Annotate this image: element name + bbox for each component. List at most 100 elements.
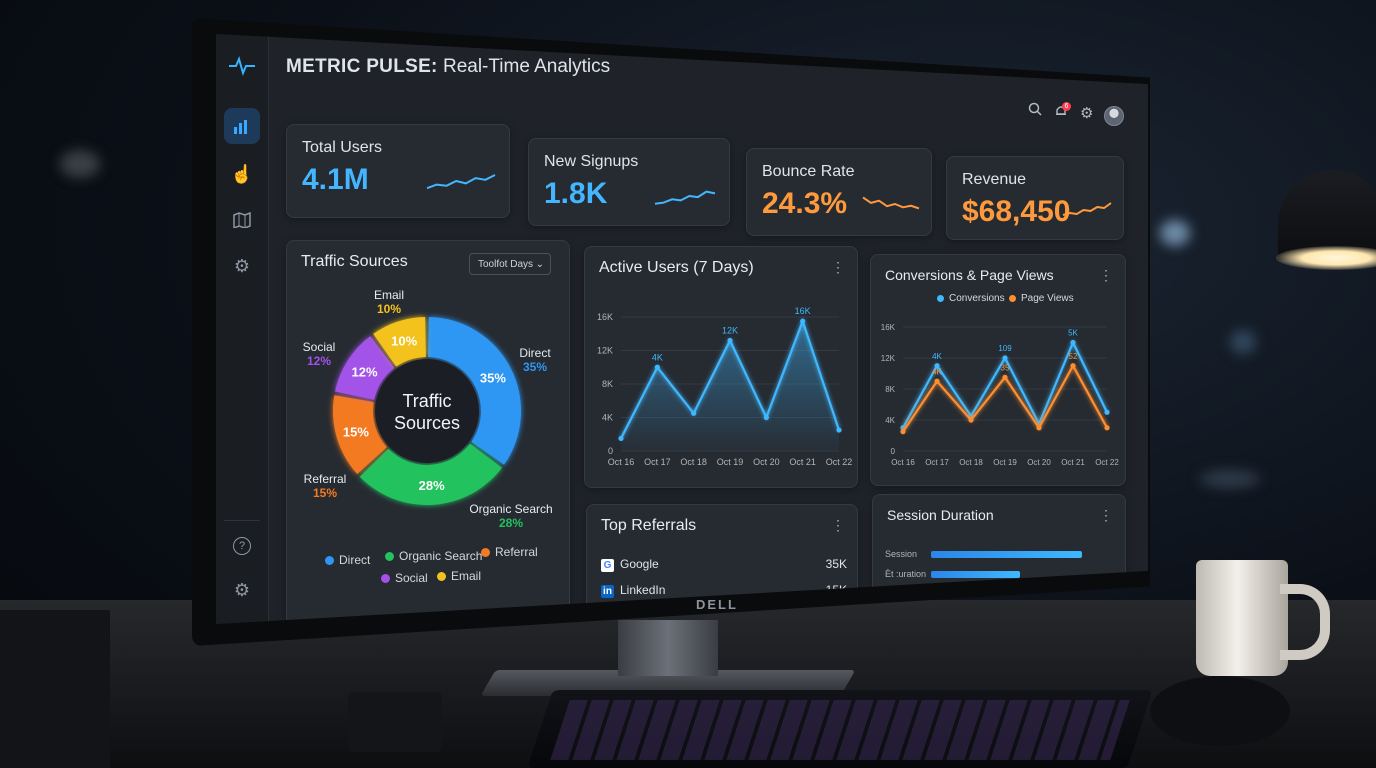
- kpi-label: Revenue: [962, 171, 1027, 188]
- keyboard-keys: [550, 700, 1130, 760]
- donut-hole: [375, 359, 479, 463]
- slice-outer-percent: 12%: [307, 354, 331, 368]
- x-tick-label: Oct 21: [789, 457, 816, 467]
- slice-name-label: Direct: [519, 346, 551, 360]
- sidebar-item-preferences[interactable]: ⚙: [224, 572, 260, 608]
- sparkline: [426, 174, 496, 190]
- area-fill: [621, 321, 839, 451]
- monitor-brand: DELL: [696, 597, 738, 612]
- y-tick-label: 12K: [597, 346, 613, 356]
- active-users-chart: 0 4K 8K 12K 16K Oct 16 Oct 17 Oct 18 Oct 19 Oct 2…: [597, 306, 853, 467]
- mouse: [1150, 676, 1290, 746]
- data-point: [836, 427, 842, 433]
- kpi-value: $68,450: [962, 195, 1071, 228]
- legend-organic-search: Organic Search: [385, 549, 482, 563]
- sidebar-item-gestures[interactable]: ☝: [224, 156, 260, 192]
- data-label: 16K: [795, 306, 811, 316]
- more-options-icon[interactable]: ⋮: [831, 259, 845, 275]
- legend-direct: Direct: [325, 553, 370, 567]
- sidebar-item-map[interactable]: [224, 202, 260, 238]
- chevron-down-icon: ⌄: [535, 259, 544, 270]
- slice-outer-percent: 35%: [523, 360, 547, 374]
- referral-row-google[interactable]: G Google 35K: [601, 557, 847, 572]
- conversions-panel: Conversions & Page Views ⋮ Conversions P…: [870, 254, 1126, 486]
- sparkline: [1062, 202, 1112, 216]
- x-tick-label: Oct 20: [1027, 458, 1051, 467]
- kpi-value: 24.3%: [762, 187, 848, 220]
- kpi-label: Bounce Rate: [762, 163, 855, 180]
- donut-slice-referral: [333, 395, 387, 474]
- x-tick-label: Oct 17: [644, 457, 671, 467]
- data-point: [1002, 374, 1008, 380]
- y-tick-label: 8K: [885, 385, 895, 394]
- slice-percent-label: 28%: [419, 478, 445, 493]
- data-point: [727, 337, 733, 344]
- y-tick-label: 12K: [881, 354, 896, 363]
- more-options-icon[interactable]: ⋮: [831, 517, 845, 533]
- kpi-card-revenue[interactable]: Revenue $68,450: [946, 156, 1124, 240]
- speaker-box: [348, 692, 442, 752]
- slice-percent-label: 10%: [391, 334, 417, 349]
- x-tick-label: Oct 19: [717, 457, 744, 467]
- donut-slice-email: [373, 317, 426, 367]
- kpi-label: Total Users: [302, 139, 383, 156]
- data-label: 35: [1001, 363, 1010, 372]
- pen-cup: [0, 610, 110, 768]
- data-point: [691, 410, 697, 416]
- sparkline: [862, 196, 920, 210]
- donut-slice-organic-search: [359, 443, 502, 505]
- data-point: [1104, 409, 1110, 415]
- slice-outer-percent: 15%: [313, 486, 337, 500]
- x-tick-label: Oct 17: [925, 458, 949, 467]
- slice-name-label: Email: [374, 288, 404, 302]
- data-point: [763, 414, 769, 421]
- sidebar: ☝ ⚙ ? ⚙: [216, 34, 269, 624]
- x-tick-label: Oct 18: [680, 457, 707, 467]
- y-tick-label: 0: [891, 447, 896, 456]
- traffic-sources-panel: Traffic Sources Toolfot Days ⌄ 35% Direct…: [286, 240, 570, 624]
- date-range-dropdown[interactable]: Toolfot Days ⌄: [469, 253, 551, 275]
- kpi-card-total-users[interactable]: Total Users 4.1M: [286, 124, 510, 218]
- sparkline: [654, 190, 716, 205]
- legend-conversions: Conversions: [937, 293, 1005, 304]
- donut-slice-social: [335, 336, 395, 400]
- slice-outer-percent: 10%: [377, 302, 401, 316]
- data-label: 12K: [722, 325, 738, 335]
- sparkline-line: [426, 174, 496, 190]
- more-options-icon[interactable]: ⋮: [1099, 507, 1113, 523]
- sidebar-item-settings[interactable]: ⚙: [224, 248, 260, 284]
- data-label: 4K: [932, 352, 942, 361]
- panel-title: Session Duration: [887, 507, 994, 523]
- data-label: 52: [1069, 352, 1078, 361]
- panel-title: Top Referrals: [601, 517, 697, 534]
- gear-icon: ⚙: [233, 579, 251, 600]
- data-label: 109: [998, 344, 1012, 353]
- sidebar-item-help[interactable]: ?: [224, 528, 260, 564]
- more-options-icon[interactable]: ⋮: [1099, 267, 1113, 283]
- app-title: METRIC PULSE: Real-Time Analytics: [286, 56, 610, 78]
- map-icon: [233, 212, 251, 228]
- kpi-card-new-signups[interactable]: New Signups 1.8K: [528, 138, 730, 226]
- data-point: [1104, 425, 1110, 431]
- x-tick-label: Oct 22: [826, 457, 853, 467]
- legend-social: Social: [381, 571, 428, 585]
- coffee-mug: [1196, 560, 1288, 676]
- dropdown-value: Toolfot Days: [478, 259, 534, 270]
- slice-name-label: Social: [303, 340, 336, 354]
- data-point: [934, 363, 940, 369]
- avatar[interactable]: [1104, 106, 1124, 126]
- panel-title: Active Users (7 Days): [599, 259, 754, 276]
- search-icon[interactable]: [1028, 102, 1042, 120]
- settings-gear-icon[interactable]: ⚙: [1080, 105, 1094, 122]
- sidebar-item-analytics[interactable]: [224, 108, 260, 144]
- x-tick-label: Oct 16: [891, 458, 915, 467]
- y-tick-label: 16K: [597, 312, 613, 322]
- session-row-label: Session: [885, 549, 918, 559]
- hand-icon: ☝: [230, 163, 254, 184]
- help-icon: ?: [233, 537, 251, 555]
- linkedin-icon: in: [601, 585, 614, 598]
- slice-percent-label: 35%: [480, 370, 506, 385]
- kpi-card-bounce-rate[interactable]: Bounce Rate 24.3%: [746, 148, 932, 236]
- legend-email: Email: [437, 569, 481, 583]
